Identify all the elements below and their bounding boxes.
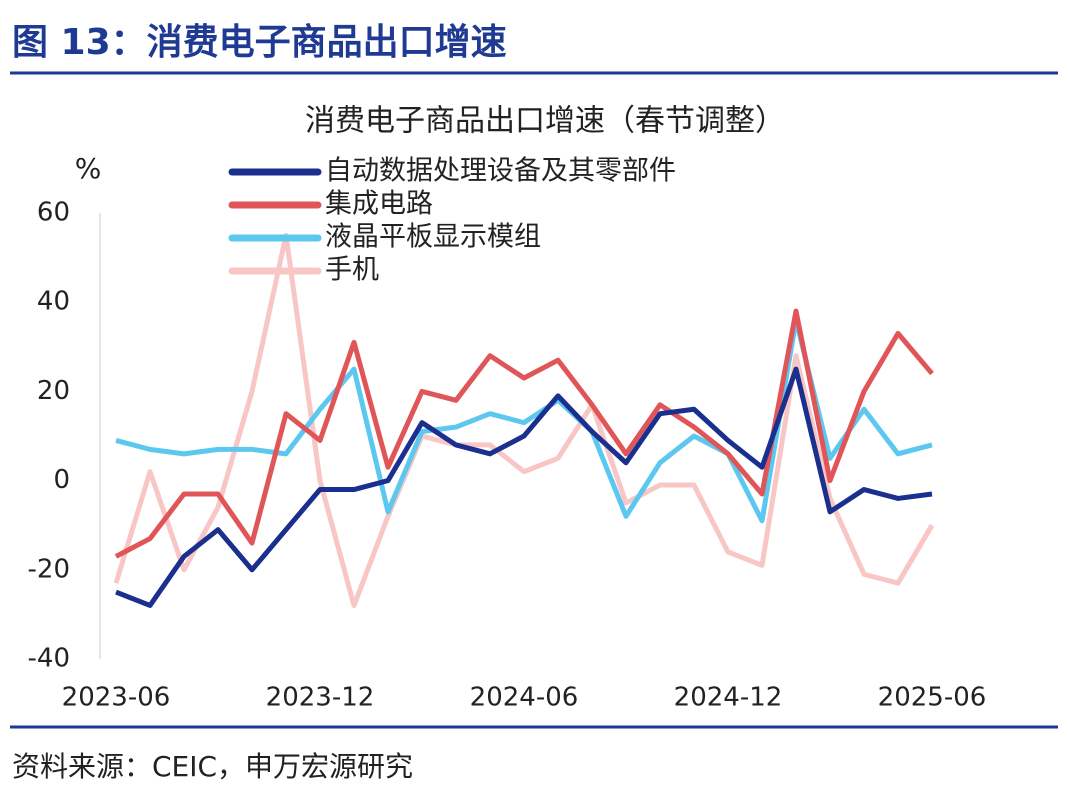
y-tick-label: -20 (28, 554, 70, 584)
legend-label: 自动数据处理设备及其零部件 (325, 156, 676, 187)
series-line (115, 366, 933, 608)
x-tick-label: 2024-06 (470, 683, 579, 713)
y-axis-label: % (75, 152, 102, 185)
x-tick-label: 2023-06 (62, 683, 171, 713)
legend-label: 集成电路 (325, 189, 433, 220)
y-tick-label: 60 (37, 198, 70, 228)
figure-title: 图 13：消费电子商品出口增速 (12, 22, 507, 63)
y-tick-label: -40 (28, 644, 70, 674)
series-line (113, 232, 935, 608)
x-tick-label: 2023-12 (266, 683, 375, 713)
chart-title: 消费电子商品出口增速（春节调整） (305, 104, 785, 139)
y-tick-label: 0 (53, 465, 70, 495)
source: 资料来源：CEIC，申万宏源研究 (12, 750, 413, 783)
series-line (114, 308, 934, 559)
x-tick-label: 2025-06 (878, 683, 987, 713)
y-tick-label: 40 (37, 287, 70, 317)
legend-label: 液晶平板显示模组 (325, 222, 541, 253)
legend-label: 手机 (325, 255, 379, 286)
x-tick-label: 2024-12 (674, 683, 783, 713)
y-tick-label: 20 (37, 376, 70, 406)
